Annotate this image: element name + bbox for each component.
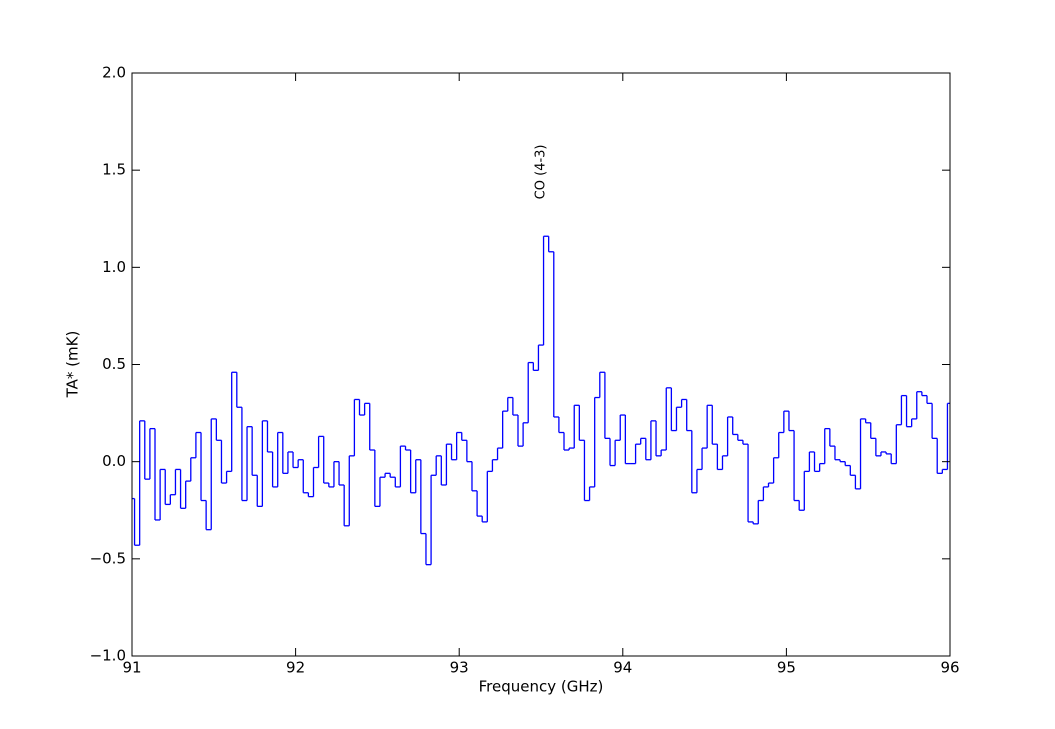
- x-axis-label: Frequency (GHz): [479, 678, 604, 696]
- x-tick-label: 92: [286, 659, 305, 677]
- y-tick-label: 0.0: [102, 452, 126, 470]
- x-tick-label: 94: [613, 659, 632, 677]
- annotation: CO (4-3): [534, 144, 549, 199]
- y-axis-label: TA* (mK): [64, 331, 82, 399]
- plot-area: [132, 73, 950, 656]
- y-tick-label: −0.5: [90, 549, 126, 567]
- y-tick-label: 1.0: [102, 258, 126, 276]
- y-tick-label: −1.0: [90, 647, 126, 665]
- x-tick-label: 93: [450, 659, 469, 677]
- x-tick-label: 95: [777, 659, 796, 677]
- x-tick-label: 91: [122, 659, 141, 677]
- marks: [132, 235, 950, 566]
- x-tick-label: 96: [940, 659, 959, 677]
- y-tick-label: 1.5: [102, 161, 126, 179]
- step-riser: [133, 236, 949, 565]
- y-tick-label: 2.0: [102, 64, 126, 82]
- y-tick-label: 0.5: [102, 355, 126, 373]
